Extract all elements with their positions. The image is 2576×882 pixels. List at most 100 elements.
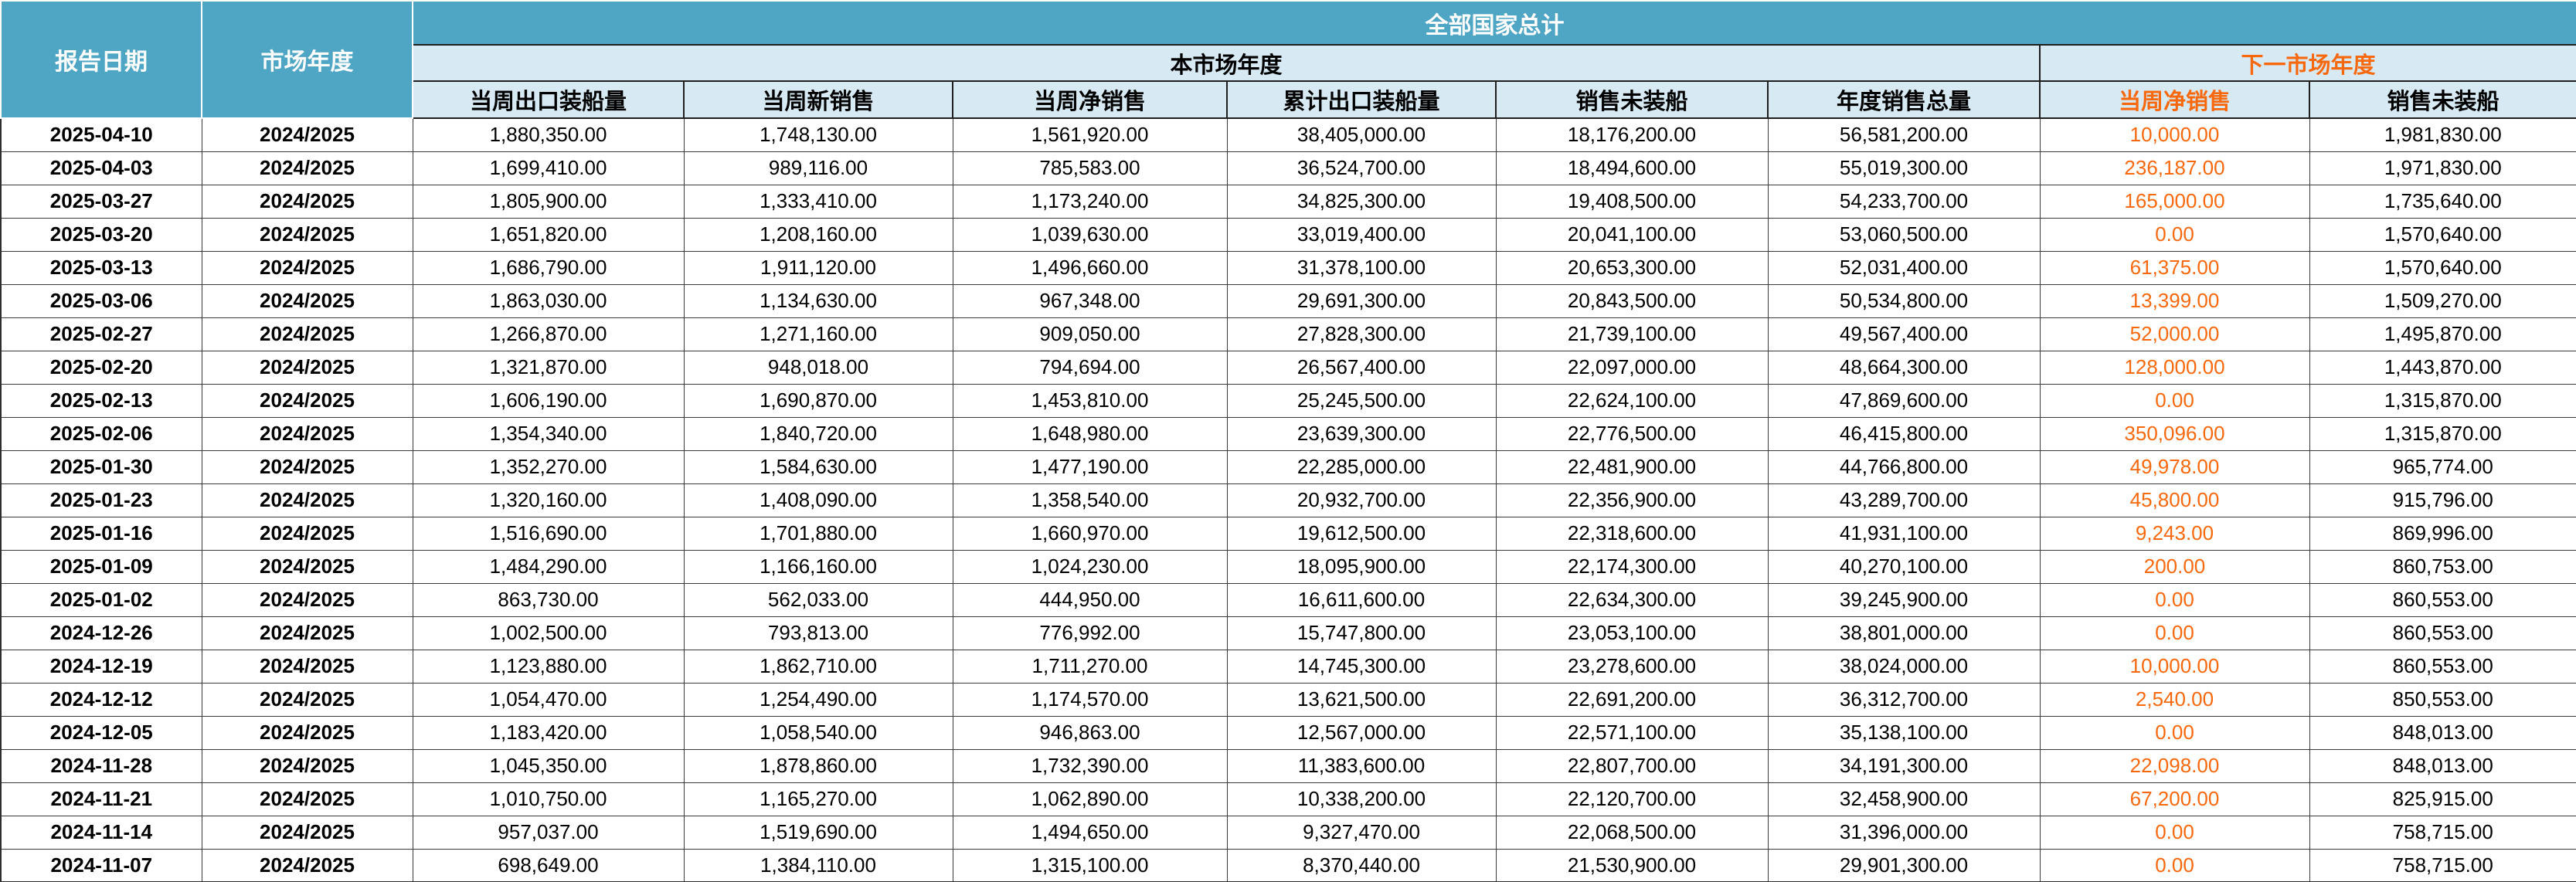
table-row: 2024-12-26 2024/2025 1,002,500.00 793,81… [0, 616, 2576, 650]
cumulative-export-shipments-cell: 11,383,600.00 [1226, 748, 1497, 783]
weekly-export-shipments-cell: 1,045,350.00 [412, 748, 685, 783]
weekly-net-sales-cell: 1,453,810.00 [952, 383, 1228, 418]
report-date-cell: 2024-12-05 [0, 715, 202, 750]
weekly-new-sales-cell: 1,208,160.00 [683, 217, 953, 252]
market-year-cell: 2024/2025 [201, 151, 413, 185]
market-year-cell: 2024/2025 [201, 715, 413, 750]
next-weekly-net-sales-cell: 236,187.00 [2039, 151, 2310, 185]
col-header-next-weekly-net-sales: 当周净销售 [2039, 80, 2310, 119]
table-row: 2025-01-02 2024/2025 863,730.00 562,033.… [0, 582, 2576, 617]
weekly-net-sales-cell: 1,648,980.00 [952, 416, 1228, 451]
cumulative-export-shipments-cell: 14,745,300.00 [1226, 649, 1497, 684]
market-year-cell: 2024/2025 [201, 682, 413, 717]
market-year-cell: 2024/2025 [201, 250, 413, 285]
weekly-new-sales-cell: 1,690,870.00 [683, 383, 953, 418]
weekly-export-shipments-cell: 1,699,410.00 [412, 151, 685, 185]
table-row: 2025-01-23 2024/2025 1,320,160.00 1,408,… [0, 483, 2576, 517]
cumulative-export-shipments-cell: 10,338,200.00 [1226, 782, 1497, 816]
weekly-net-sales-cell: 776,992.00 [952, 616, 1228, 650]
market-year-cell: 2024/2025 [201, 184, 413, 219]
weekly-export-shipments-cell: 1,320,160.00 [412, 483, 685, 517]
weekly-net-sales-cell: 1,358,540.00 [952, 483, 1228, 517]
next-weekly-net-sales-cell: 10,000.00 [2039, 117, 2310, 152]
next-weekly-net-sales-cell: 10,000.00 [2039, 649, 2310, 684]
weekly-export-shipments-cell: 1,805,900.00 [412, 184, 685, 219]
table-row: 2025-03-06 2024/2025 1,863,030.00 1,134,… [0, 283, 2576, 318]
outstanding-sales-cell: 22,068,500.00 [1495, 815, 1769, 850]
next-outstanding-sales-cell: 860,553.00 [2309, 616, 2576, 650]
market-year-cell: 2024/2025 [201, 383, 413, 418]
cumulative-export-shipments-cell: 29,691,300.00 [1226, 283, 1497, 318]
outstanding-sales-cell: 22,624,100.00 [1495, 383, 1769, 418]
report-date-cell: 2025-02-13 [0, 383, 202, 418]
cumulative-export-shipments-cell: 16,611,600.00 [1226, 582, 1497, 617]
weekly-new-sales-cell: 1,408,090.00 [683, 483, 953, 517]
weekly-net-sales-cell: 785,583.00 [952, 151, 1228, 185]
cumulative-export-shipments-cell: 31,378,100.00 [1226, 250, 1497, 285]
weekly-new-sales-cell: 1,911,120.00 [683, 250, 953, 285]
report-date-cell: 2024-11-21 [0, 782, 202, 816]
cumulative-export-shipments-cell: 26,567,400.00 [1226, 350, 1497, 385]
outstanding-sales-cell: 22,120,700.00 [1495, 782, 1769, 816]
col-header-next-outstanding-sales: 销售未装船 [2309, 80, 2576, 119]
report-date-cell: 2025-02-06 [0, 416, 202, 451]
next-weekly-net-sales-cell: 52,000.00 [2039, 317, 2310, 351]
next-outstanding-sales-cell: 1,495,870.00 [2309, 317, 2576, 351]
total-annual-sales-cell: 32,458,900.00 [1767, 782, 2041, 816]
weekly-new-sales-cell: 1,701,880.00 [683, 516, 953, 551]
weekly-export-shipments-cell: 1,002,500.00 [412, 616, 685, 650]
col-header-cumulative-export-shipments: 累计出口装船量 [1226, 80, 1497, 119]
outstanding-sales-cell: 20,653,300.00 [1495, 250, 1769, 285]
weekly-net-sales-cell: 1,732,390.00 [952, 748, 1228, 783]
outstanding-sales-cell: 18,176,200.00 [1495, 117, 1769, 152]
outstanding-sales-cell: 23,278,600.00 [1495, 649, 1769, 684]
weekly-export-shipments-cell: 1,123,880.00 [412, 649, 685, 684]
outstanding-sales-cell: 22,691,200.00 [1495, 682, 1769, 717]
report-date-cell: 2025-01-16 [0, 516, 202, 551]
next-weekly-net-sales-cell: 0.00 [2039, 383, 2310, 418]
next-outstanding-sales-cell: 825,915.00 [2309, 782, 2576, 816]
next-weekly-net-sales-cell: 128,000.00 [2039, 350, 2310, 385]
cumulative-export-shipments-cell: 9,327,470.00 [1226, 815, 1497, 850]
cumulative-export-shipments-cell: 27,828,300.00 [1226, 317, 1497, 351]
total-annual-sales-cell: 49,567,400.00 [1767, 317, 2041, 351]
market-year-cell: 2024/2025 [201, 616, 413, 650]
next-outstanding-sales-cell: 850,553.00 [2309, 682, 2576, 717]
total-annual-sales-cell: 54,233,700.00 [1767, 184, 2041, 219]
report-date-cell: 2025-01-30 [0, 449, 202, 484]
weekly-net-sales-cell: 909,050.00 [952, 317, 1228, 351]
market-year-cell: 2024/2025 [201, 217, 413, 252]
table-row: 2025-03-13 2024/2025 1,686,790.00 1,911,… [0, 250, 2576, 285]
total-annual-sales-cell: 39,245,900.00 [1767, 582, 2041, 617]
weekly-net-sales-cell: 444,950.00 [952, 582, 1228, 617]
cumulative-export-shipments-cell: 23,639,300.00 [1226, 416, 1497, 451]
weekly-net-sales-cell: 1,660,970.00 [952, 516, 1228, 551]
col-header-market-year: 市场年度 [201, 0, 413, 119]
total-annual-sales-cell: 40,270,100.00 [1767, 549, 2041, 584]
table-row: 2024-11-28 2024/2025 1,045,350.00 1,878,… [0, 748, 2576, 783]
next-outstanding-sales-cell: 1,735,640.00 [2309, 184, 2576, 219]
market-year-cell: 2024/2025 [201, 748, 413, 783]
market-year-cell: 2024/2025 [201, 350, 413, 385]
weekly-new-sales-cell: 1,878,860.00 [683, 748, 953, 783]
weekly-export-shipments-cell: 1,606,190.00 [412, 383, 685, 418]
weekly-new-sales-cell: 1,058,540.00 [683, 715, 953, 750]
weekly-new-sales-cell: 1,333,410.00 [683, 184, 953, 219]
next-weekly-net-sales-cell: 45,800.00 [2039, 483, 2310, 517]
weekly-new-sales-cell: 1,134,630.00 [683, 283, 953, 318]
next-outstanding-sales-cell: 848,013.00 [2309, 748, 2576, 783]
weekly-export-shipments-cell: 1,354,340.00 [412, 416, 685, 451]
market-year-cell: 2024/2025 [201, 848, 413, 882]
weekly-new-sales-cell: 562,033.00 [683, 582, 953, 617]
outstanding-sales-cell: 22,318,600.00 [1495, 516, 1769, 551]
outstanding-sales-cell: 22,634,300.00 [1495, 582, 1769, 617]
total-annual-sales-cell: 53,060,500.00 [1767, 217, 2041, 252]
next-weekly-net-sales-cell: 49,978.00 [2039, 449, 2310, 484]
col-header-report-date: 报告日期 [0, 0, 202, 119]
next-outstanding-sales-cell: 965,774.00 [2309, 449, 2576, 484]
report-date-cell: 2024-12-12 [0, 682, 202, 717]
weekly-new-sales-cell: 1,748,130.00 [683, 117, 953, 152]
weekly-net-sales-cell: 1,062,890.00 [952, 782, 1228, 816]
